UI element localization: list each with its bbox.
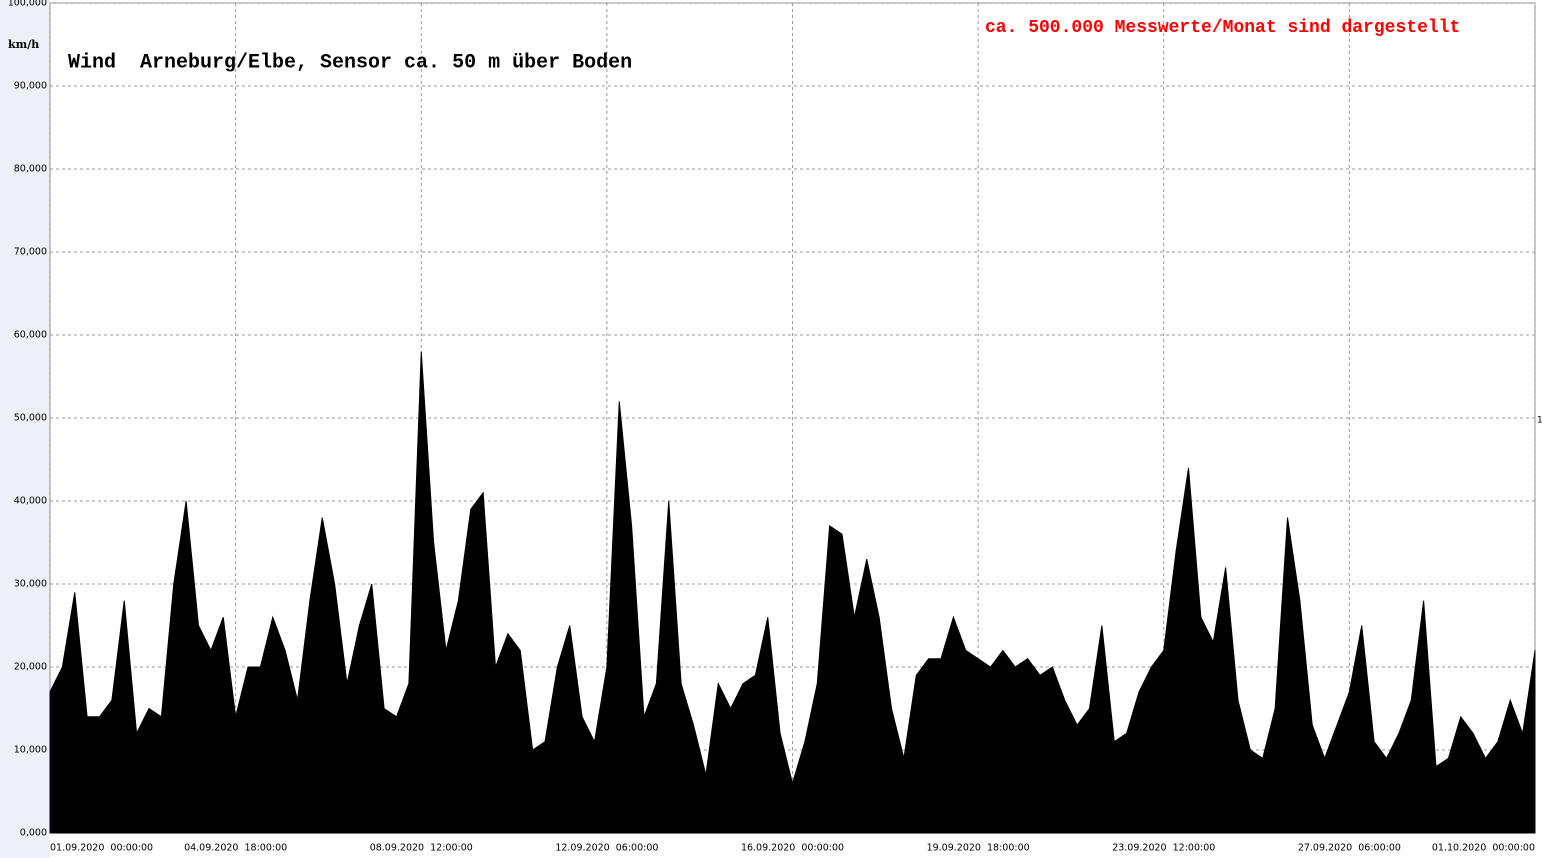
- right-marker: 1: [1537, 416, 1542, 426]
- y-tick-label: 30,000: [14, 579, 47, 590]
- chart-title: Wind Arneburg/Elbe, Sensor ca. 50 m über…: [68, 51, 632, 74]
- y-tick-label: 0,000: [20, 828, 47, 839]
- y-tick-label: 20,000: [14, 662, 47, 673]
- x-tick-label: 19.09.2020 18:00:00: [927, 843, 1030, 854]
- y-tick-label: 40,000: [14, 496, 47, 507]
- x-tick-label: 27.09.2020 06:00:00: [1298, 843, 1401, 854]
- y-tick-label: 80,000: [14, 164, 47, 175]
- x-tick-label: 01.10.2020 00:00:00: [1432, 843, 1535, 854]
- y-axis-label: km/h: [8, 38, 39, 51]
- y-tick-label: 100,000: [8, 0, 47, 9]
- x-tick-label: 23.09.2020 12:00:00: [1112, 843, 1215, 854]
- annotation: ca. 500.000 Messwerte/Monat sind dargest…: [985, 18, 1460, 38]
- left-margin: [0, 0, 50, 858]
- y-tick-label: 90,000: [14, 81, 47, 92]
- y-tick-label: 50,000: [14, 413, 47, 424]
- y-tick-label: 70,000: [14, 247, 47, 258]
- x-tick-label: 08.09.2020 12:00:00: [370, 843, 473, 854]
- y-tick-label: 60,000: [14, 330, 47, 341]
- x-tick-label: 01.09.2020 00:00:00: [50, 843, 153, 854]
- x-tick-label: 04.09.2020 18:00:00: [184, 843, 287, 854]
- wind-area: [49, 351, 1536, 834]
- x-tick-label: 12.09.2020 06:00:00: [555, 843, 658, 854]
- y-tick-label: 10,000: [14, 745, 47, 756]
- x-tick-label: 16.09.2020 00:00:00: [741, 843, 844, 854]
